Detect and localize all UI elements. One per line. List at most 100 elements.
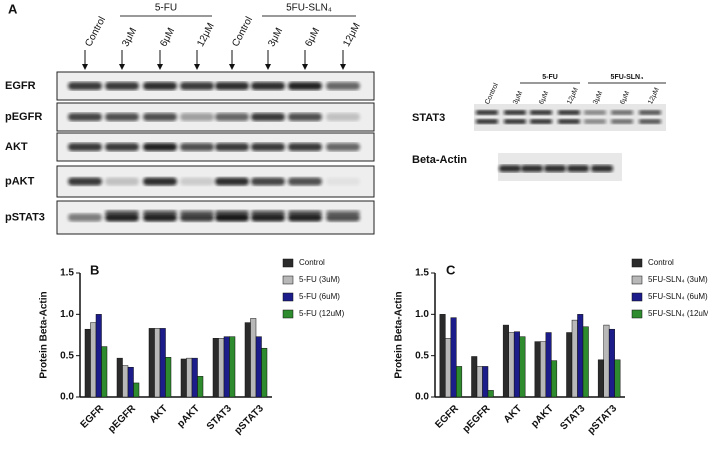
- y-tick-label: 1.0: [415, 309, 429, 320]
- blot-label: Beta-Actin: [412, 154, 467, 166]
- legend-label: Control: [648, 258, 674, 267]
- x-tick-label: STAT3: [205, 403, 234, 432]
- band: [105, 213, 139, 222]
- bar: [471, 356, 478, 398]
- band: [558, 119, 580, 124]
- band: [143, 177, 177, 186]
- bar: [127, 366, 134, 398]
- legend-label: 5-FU (3uM): [299, 275, 340, 284]
- bar: [186, 357, 193, 398]
- blot-label: pAKT: [5, 175, 35, 187]
- band: [215, 143, 249, 151]
- band: [611, 110, 633, 115]
- band: [251, 143, 285, 151]
- arrow-head: [119, 64, 125, 70]
- x-tick-label: pAKT: [529, 403, 556, 430]
- bar: [608, 328, 615, 398]
- band: [251, 113, 285, 121]
- lane-label: 12μM: [341, 21, 363, 48]
- bar: [95, 314, 102, 398]
- bar: [603, 324, 610, 398]
- band: [105, 143, 139, 151]
- lane-label: 6μM: [538, 90, 550, 106]
- band: [544, 165, 566, 172]
- blot-label: pSTAT3: [5, 211, 45, 223]
- group-label: 5-FU: [542, 74, 558, 81]
- blot-label: EGFR: [5, 80, 36, 92]
- legend-label: 5FU-SLN₄ (6uM): [648, 292, 708, 301]
- bar: [165, 357, 172, 398]
- band: [143, 82, 177, 90]
- band: [251, 177, 285, 186]
- band: [584, 119, 606, 124]
- arrow-head: [265, 64, 271, 70]
- band: [326, 143, 360, 151]
- arrow-head: [340, 64, 346, 70]
- blot-label: AKT: [5, 141, 28, 153]
- lane-label: 3μM: [120, 26, 139, 49]
- x-tick-label: STAT3: [558, 403, 587, 432]
- x-tick-label: pSTAT3: [586, 403, 620, 437]
- band: [326, 113, 360, 121]
- band: [180, 143, 214, 151]
- band: [558, 110, 580, 115]
- band: [215, 210, 249, 215]
- x-tick-label: pAKT: [175, 403, 202, 430]
- lane-label: 3μM: [512, 90, 524, 106]
- band: [326, 82, 360, 90]
- bar: [450, 317, 457, 398]
- band: [326, 177, 360, 186]
- group-label: 5FU-SLN₄: [611, 74, 644, 81]
- band: [639, 119, 661, 124]
- band: [251, 210, 285, 215]
- band: [215, 113, 249, 121]
- band: [215, 213, 249, 222]
- bar: [577, 314, 584, 398]
- x-tick-label: pSTAT3: [233, 403, 267, 437]
- band: [68, 213, 102, 222]
- bar: [148, 328, 155, 398]
- legend-label: 5FU-SLN₄ (12uM): [648, 309, 708, 318]
- band: [326, 210, 360, 215]
- band: [504, 110, 526, 115]
- band: [591, 165, 613, 172]
- lane-label: 12μM: [647, 87, 661, 106]
- bar: [456, 366, 463, 398]
- band: [215, 177, 249, 186]
- group-label: 5-FU: [155, 3, 177, 14]
- band: [251, 82, 285, 90]
- band: [288, 210, 322, 215]
- x-tick-label: AKT: [502, 403, 524, 425]
- band: [288, 143, 322, 151]
- band: [68, 113, 102, 121]
- bar: [534, 341, 541, 398]
- blot-label: pEGFR: [5, 111, 42, 123]
- lane-label: 6μM: [158, 26, 177, 49]
- bar: [133, 382, 140, 398]
- bar: [122, 365, 129, 398]
- band: [143, 113, 177, 121]
- bar: [250, 318, 257, 398]
- band: [180, 213, 214, 222]
- legend-swatch: [282, 292, 294, 302]
- band: [180, 210, 214, 215]
- y-tick-label: 1.0: [60, 309, 74, 320]
- bar: [597, 359, 604, 398]
- bar: [571, 319, 578, 398]
- panel-label: A: [8, 1, 18, 16]
- legend-swatch: [631, 258, 643, 268]
- band: [288, 213, 322, 222]
- band: [68, 143, 102, 151]
- band: [68, 82, 102, 90]
- bar: [513, 331, 520, 398]
- bar: [566, 332, 573, 398]
- legend-swatch: [282, 309, 294, 319]
- band: [180, 177, 214, 186]
- band: [288, 177, 322, 186]
- lane-label: 12μM: [195, 21, 217, 48]
- bar: [90, 322, 97, 398]
- bar: [476, 366, 483, 398]
- band: [105, 177, 139, 186]
- arrow-head: [229, 64, 235, 70]
